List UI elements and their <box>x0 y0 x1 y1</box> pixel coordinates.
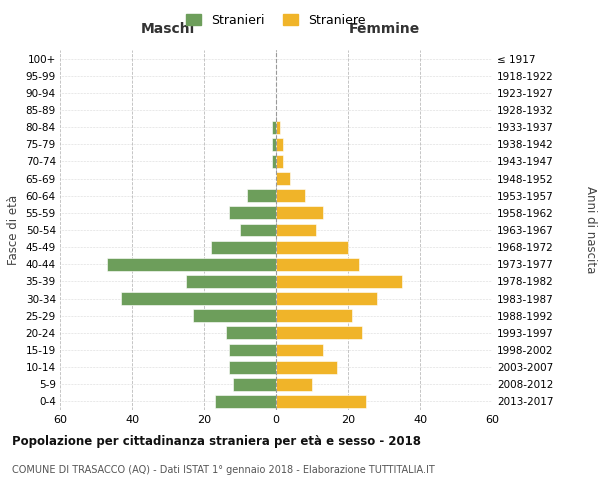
Bar <box>121 292 276 305</box>
Bar <box>211 240 276 254</box>
Text: Anni di nascita: Anni di nascita <box>584 186 597 274</box>
Bar <box>226 326 276 340</box>
Bar <box>240 224 276 236</box>
Bar <box>247 190 276 202</box>
Bar <box>276 155 283 168</box>
Bar <box>276 172 290 185</box>
Bar <box>276 258 359 270</box>
Bar <box>215 395 276 408</box>
Bar <box>276 360 337 374</box>
Bar <box>229 360 276 374</box>
Bar <box>272 120 276 134</box>
Bar <box>276 240 348 254</box>
Bar <box>276 224 316 236</box>
Bar <box>229 344 276 356</box>
Text: Maschi: Maschi <box>141 22 195 36</box>
Bar <box>276 120 280 134</box>
Text: COMUNE DI TRASACCO (AQ) - Dati ISTAT 1° gennaio 2018 - Elaborazione TUTTITALIA.I: COMUNE DI TRASACCO (AQ) - Dati ISTAT 1° … <box>12 465 435 475</box>
Bar <box>193 310 276 322</box>
Bar <box>276 138 283 150</box>
Bar <box>276 378 312 390</box>
Bar <box>272 138 276 150</box>
Bar <box>107 258 276 270</box>
Bar <box>229 206 276 220</box>
Bar <box>276 275 402 288</box>
Bar <box>272 155 276 168</box>
Legend: Stranieri, Straniere: Stranieri, Straniere <box>181 8 371 32</box>
Text: Femmine: Femmine <box>349 22 419 36</box>
Bar <box>276 310 352 322</box>
Bar <box>186 275 276 288</box>
Text: Popolazione per cittadinanza straniera per età e sesso - 2018: Popolazione per cittadinanza straniera p… <box>12 435 421 448</box>
Bar <box>233 378 276 390</box>
Bar <box>276 292 377 305</box>
Bar <box>276 344 323 356</box>
Y-axis label: Fasce di età: Fasce di età <box>7 195 20 265</box>
Bar <box>276 326 362 340</box>
Bar <box>276 190 305 202</box>
Bar <box>276 206 323 220</box>
Bar <box>276 395 366 408</box>
